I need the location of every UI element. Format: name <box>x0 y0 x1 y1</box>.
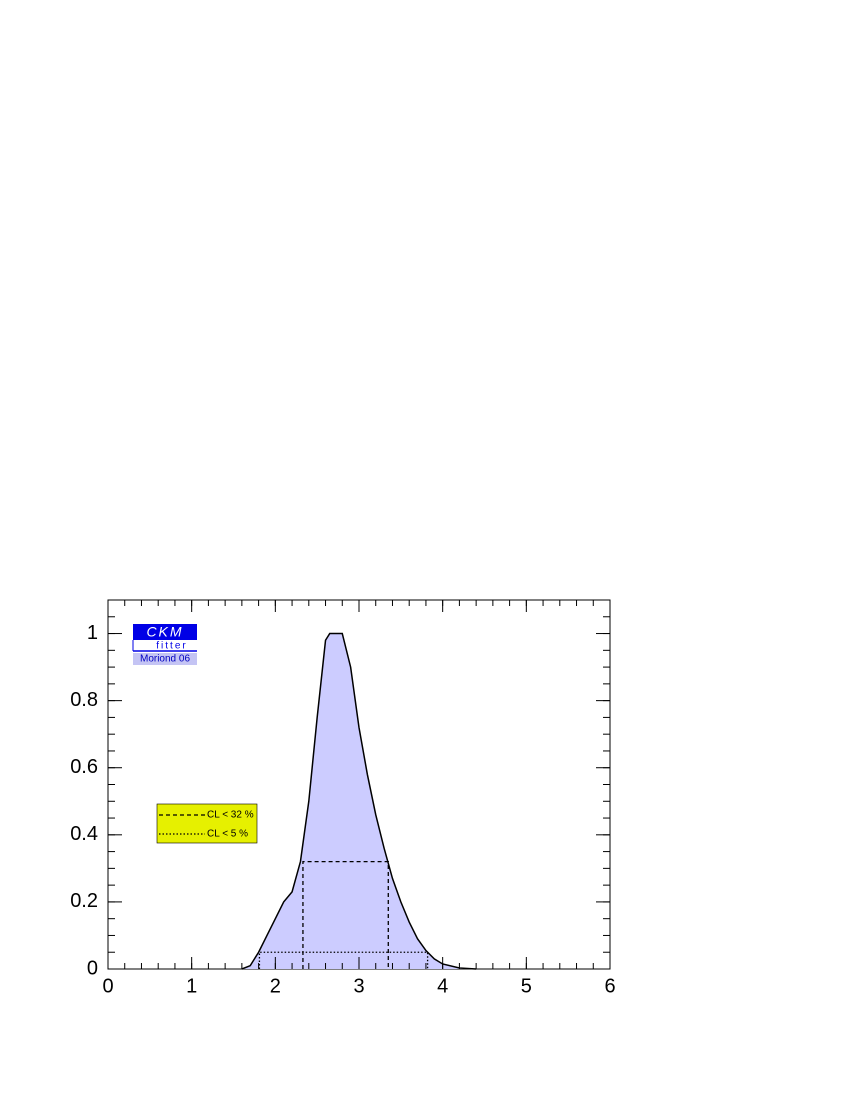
interval <box>302 861 389 969</box>
y-tick-label: 1 <box>87 622 98 644</box>
legend-label: CL < 5 % <box>207 829 248 840</box>
x-tick-label: 0 <box>102 975 113 997</box>
logo: CKM fitter Moriond 06 <box>132 624 197 665</box>
x-tick-label: 6 <box>604 975 615 997</box>
x-tick-label: 2 <box>270 975 281 997</box>
y-tick-label: 0.6 <box>70 756 98 778</box>
legend-label: CL < 32 % <box>207 810 254 821</box>
x-tick-label: 5 <box>521 975 532 997</box>
logo-top: CKM <box>146 624 183 640</box>
logo-middle: fitter <box>156 641 187 652</box>
y-tick-label: 0 <box>87 957 98 979</box>
area-fill <box>241 633 477 969</box>
y-tick-label: 0.4 <box>70 823 98 845</box>
interval <box>258 951 429 969</box>
logo-box <box>133 624 197 640</box>
y-tick-label: 0.8 <box>70 689 98 711</box>
x-tick-label: 3 <box>353 975 364 997</box>
y-tick-label: 0.2 <box>70 890 98 912</box>
logo-bottom: Moriond 06 <box>140 654 190 665</box>
legend-box <box>156 803 258 844</box>
x-tick-label: 1 <box>186 975 197 997</box>
x-tick-label: 4 <box>437 975 448 997</box>
logo-box <box>133 653 197 665</box>
area-line <box>241 632 477 970</box>
